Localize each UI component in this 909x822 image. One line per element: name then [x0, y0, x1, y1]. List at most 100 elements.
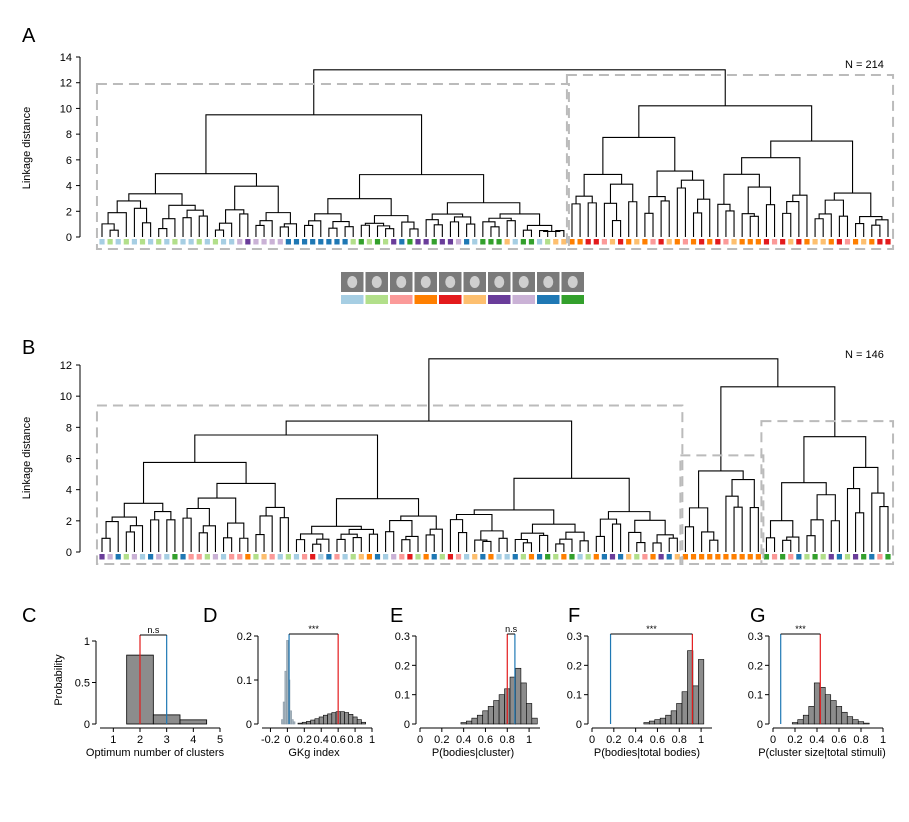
histogram-bar — [665, 714, 672, 725]
dendrogram-link — [182, 517, 192, 552]
dendrogram-link — [871, 492, 885, 552]
leaf-color-square — [358, 554, 364, 560]
histogram-bar — [824, 694, 832, 725]
histogram-bar — [852, 719, 859, 725]
leaf-color-square — [723, 239, 729, 245]
y-tick-label: 0 — [66, 547, 72, 559]
x-tick-label: 2 — [137, 734, 143, 746]
significance-label: *** — [795, 624, 806, 634]
histogram-bar — [471, 717, 478, 725]
leaf-color-square — [115, 239, 121, 245]
dendrogram-link — [279, 517, 289, 552]
x-tick-label: 0.6 — [650, 734, 665, 746]
histogram-bar — [841, 711, 848, 725]
leaf-color-square — [796, 239, 802, 245]
x-tick-label: 0 — [417, 734, 423, 746]
dendrogram-link — [279, 226, 289, 237]
histogram-bar — [482, 710, 489, 725]
x-tick-label: 0 — [589, 734, 595, 746]
legend-color-swatch — [488, 295, 511, 304]
dendrogram-link — [457, 532, 468, 552]
dendrogram-link — [749, 507, 759, 552]
x-tick-label: 0.4 — [628, 734, 643, 746]
dendrogram-link — [628, 201, 638, 237]
dendrogram-link — [803, 436, 867, 483]
panel-label-g: G — [750, 605, 766, 627]
dendrogram-link — [198, 532, 208, 552]
leaf-color-square — [472, 554, 478, 560]
dendrogram-link — [401, 539, 411, 552]
histogram-bar — [331, 712, 337, 725]
dendrogram-link — [401, 221, 415, 237]
dendrogram-link — [105, 521, 119, 552]
leaf-color-square — [383, 239, 389, 245]
dendrogram-link — [688, 507, 709, 532]
dendrogram-link — [786, 201, 800, 237]
dendrogram-link — [855, 222, 865, 237]
leaf-color-square — [415, 554, 421, 560]
leaf-color-square — [861, 554, 867, 560]
histogram-bar — [531, 717, 538, 725]
x-axis-label: Optimum number of clusters — [86, 747, 225, 759]
histogram-bar — [654, 719, 661, 725]
dendrogram-link — [194, 434, 379, 499]
dendrogram-link — [680, 179, 705, 200]
leaf-color-square — [196, 554, 202, 560]
y-tick-label: 0.2 — [237, 631, 252, 643]
histogram-bar — [802, 714, 810, 725]
dendrogram-link — [656, 170, 694, 197]
y-tick-label: 4 — [66, 485, 72, 497]
y-tick-label: 0.5 — [75, 678, 90, 690]
dendrogram-link — [781, 482, 827, 521]
dendrogram-link — [725, 210, 735, 237]
dendrogram-link — [648, 195, 666, 214]
leaf-color-square — [553, 554, 559, 560]
leaf-color-square — [512, 554, 518, 560]
dendrogram-link — [555, 543, 565, 552]
leaf-color-square — [488, 239, 494, 245]
histogram-bar — [318, 716, 324, 725]
dendrogram-link — [154, 511, 172, 520]
dendrogram-link — [741, 213, 755, 237]
leaf-color-square — [148, 554, 154, 560]
leaf-color-square — [156, 239, 162, 245]
leaf-color-square — [804, 239, 810, 245]
vehicle-icon-glyph — [494, 276, 505, 288]
dendrogram-link — [328, 227, 338, 237]
histogram-bar — [863, 722, 870, 725]
dendrogram-link — [429, 528, 443, 552]
leaf-color-square — [480, 239, 486, 245]
cluster-box — [95, 83, 570, 250]
leaf-color-square — [804, 554, 810, 560]
leaf-color-square — [844, 239, 851, 245]
dendrogram-link — [814, 218, 824, 237]
leaf-color-square — [828, 554, 834, 560]
dendrogram-link — [227, 522, 245, 539]
dendrogram-link — [385, 531, 395, 552]
leaf-color-square — [852, 239, 859, 245]
leaf-color-square — [237, 239, 243, 245]
panel-label-b: B — [22, 337, 35, 359]
cluster-box — [565, 74, 895, 250]
leaf-color-square — [415, 239, 421, 245]
legend-color-swatch — [561, 295, 584, 304]
leaf-color-square — [261, 239, 267, 245]
leaf-color-square — [844, 554, 851, 560]
leaf-color-square — [277, 239, 283, 245]
leaf-color-square — [634, 239, 640, 245]
leaf-color-square — [180, 554, 186, 560]
histogram-bar — [797, 719, 804, 725]
dendrogram-link — [360, 224, 370, 237]
dendrogram-link — [526, 224, 553, 232]
dendrogram-link — [389, 520, 413, 537]
leaf-color-square — [617, 239, 624, 245]
x-tick-label: 0.4 — [809, 734, 824, 746]
panel-label-a: A — [22, 25, 36, 47]
dendrogram-link — [611, 523, 622, 552]
leaf-color-square — [885, 239, 891, 245]
dendrogram-link — [720, 386, 836, 471]
dendrogram-link — [453, 216, 472, 225]
fruit-icon-glyph — [518, 276, 529, 288]
leaf-color-square — [885, 554, 891, 560]
y-tick-label: 0.3 — [567, 631, 582, 643]
